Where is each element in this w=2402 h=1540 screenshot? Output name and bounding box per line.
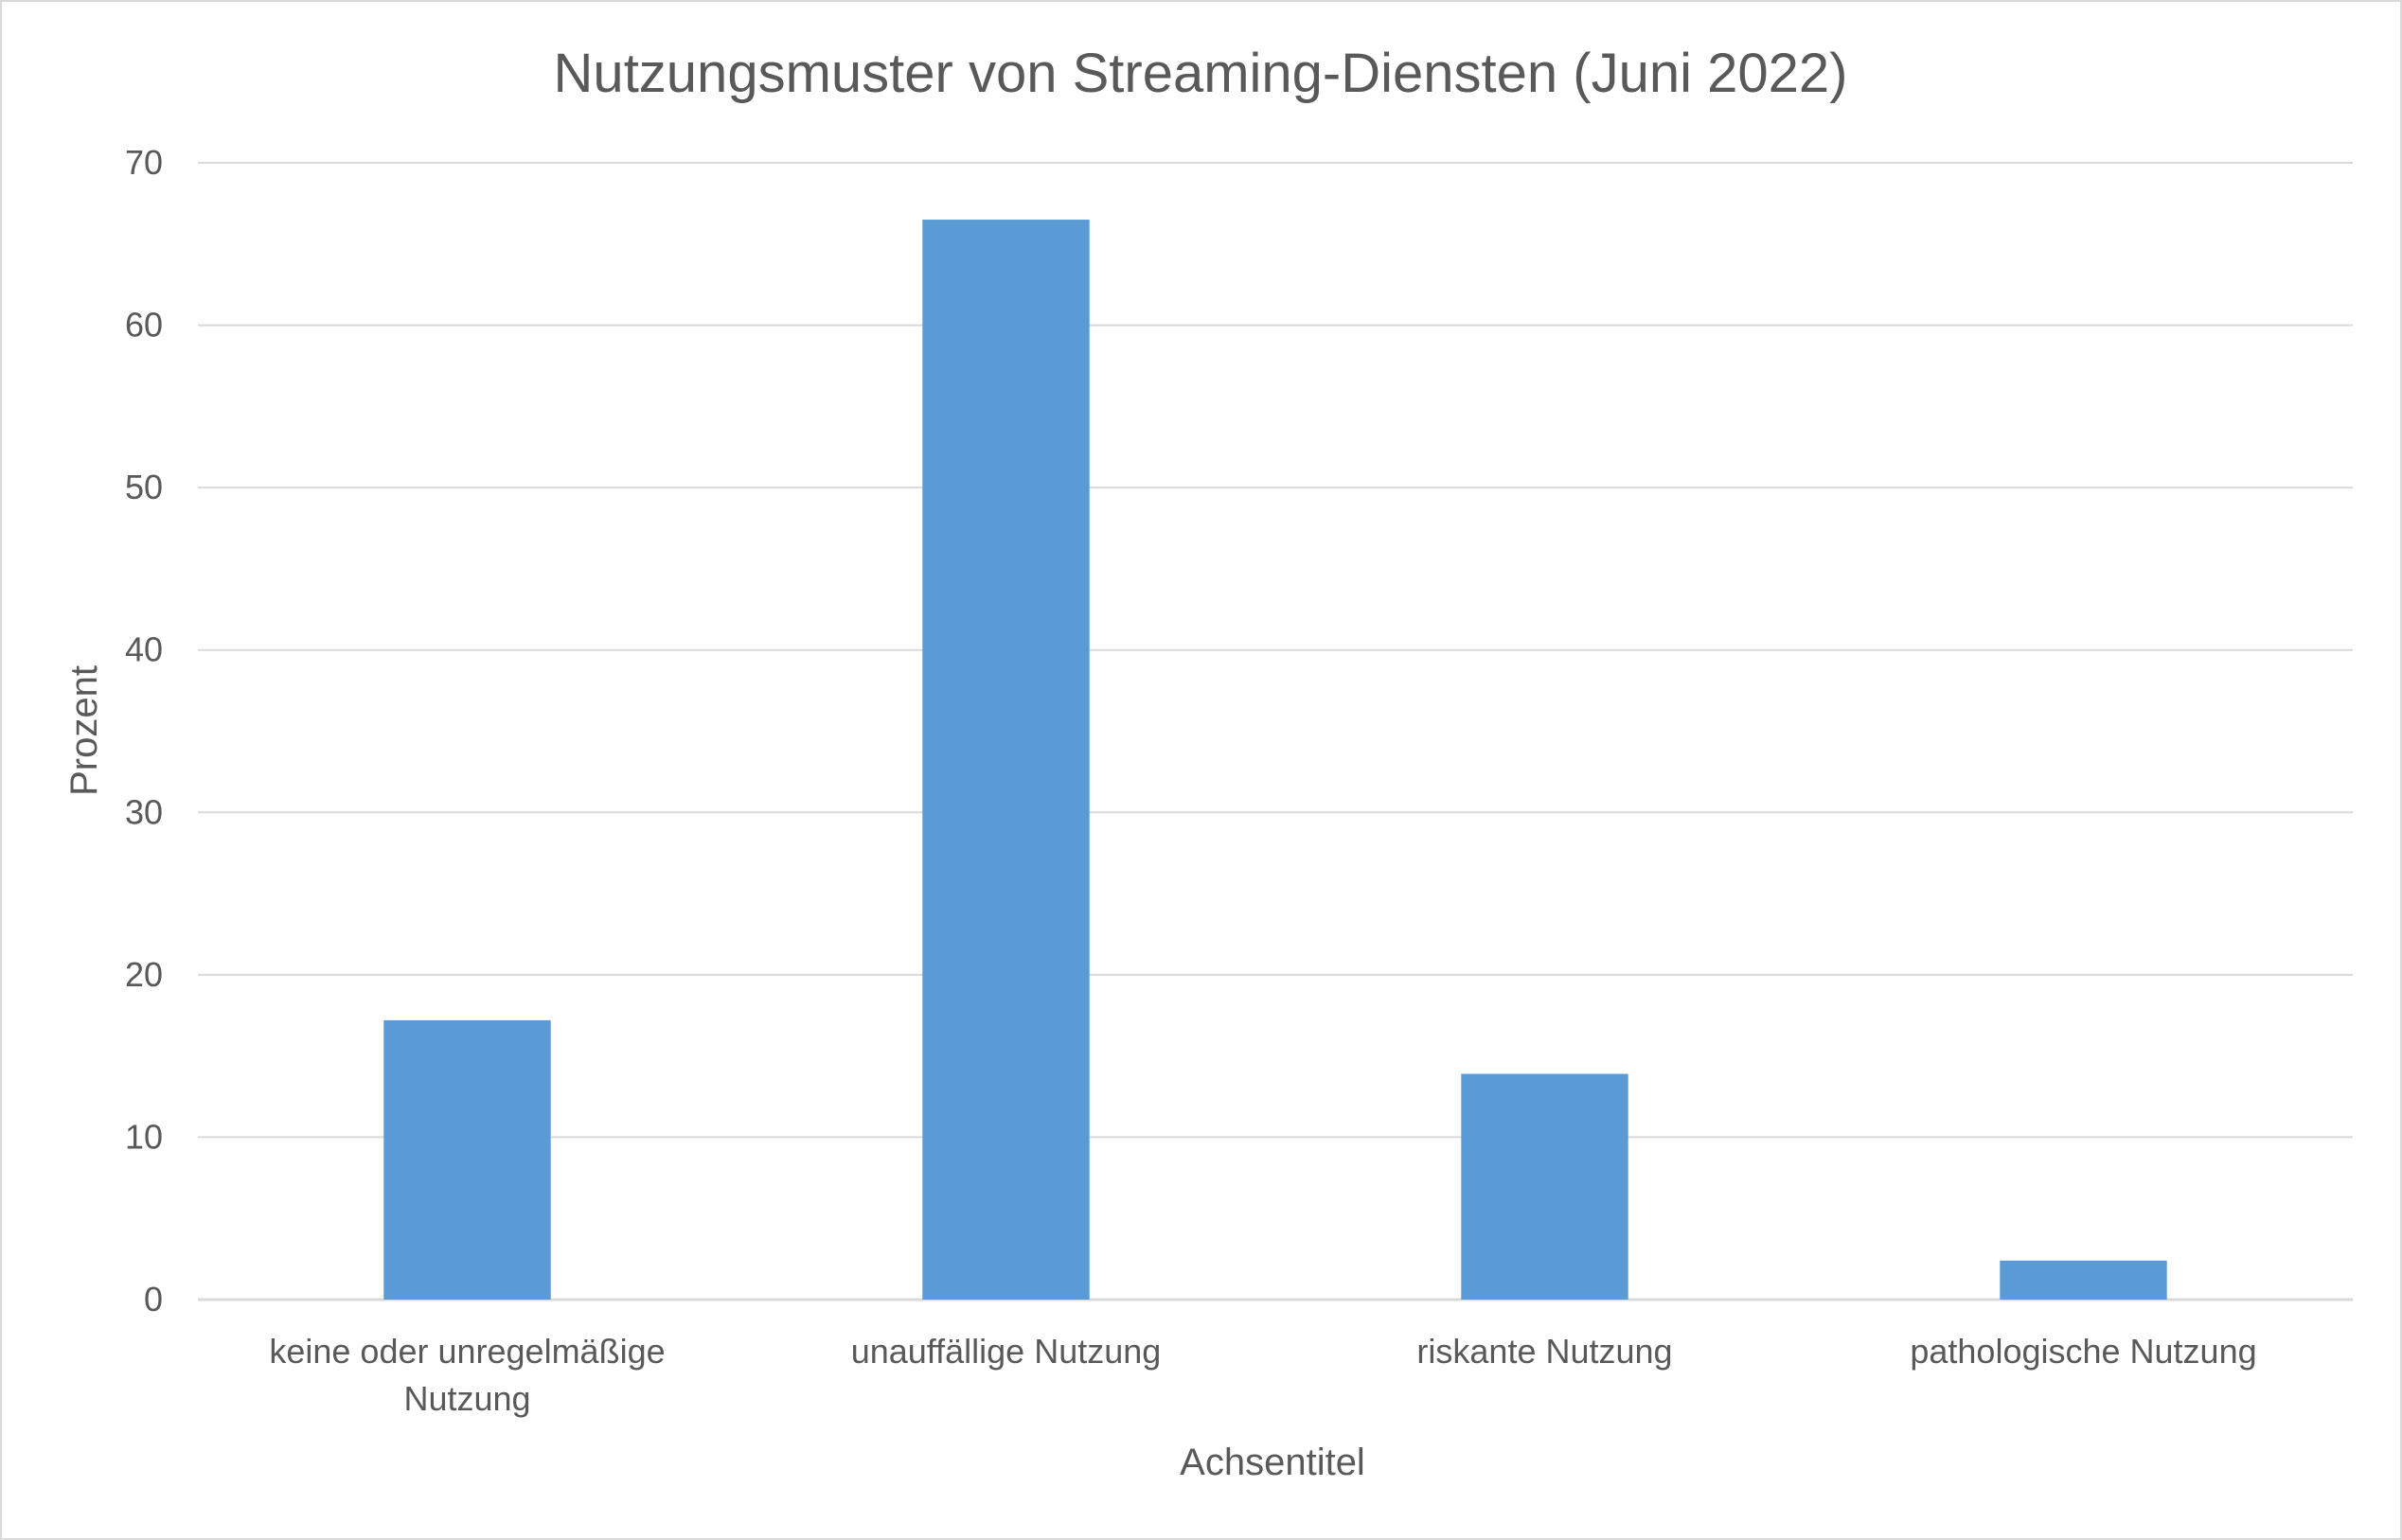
y-tick-label: 20 <box>125 955 163 994</box>
y-tick-labels: 0 10 20 30 40 50 60 70 <box>125 143 163 1319</box>
bar <box>2000 1260 2167 1300</box>
bar-layer <box>383 220 2167 1300</box>
y-tick-label: 10 <box>125 1117 163 1156</box>
bar <box>383 1019 551 1300</box>
chart-title: Nutzungsmuster von Streaming-Diensten (J… <box>554 43 1848 104</box>
x-tick-label: keine oder unregelmäßige <box>269 1332 665 1371</box>
y-axis-title: Prozent <box>63 665 105 796</box>
y-tick-label: 40 <box>125 630 163 669</box>
y-tick-label: 30 <box>125 792 163 831</box>
x-tick-labels: keine oder unregelmäßige Nutzung unauffäll… <box>269 1332 2256 1418</box>
grid-layer <box>198 162 2353 1301</box>
x-tick-label: Nutzung <box>403 1379 530 1418</box>
x-tick-label: pathologische Nutzung <box>1910 1332 2256 1371</box>
y-tick-label: 60 <box>125 306 163 345</box>
x-tick-label: unauffällige Nutzung <box>851 1332 1162 1371</box>
y-tick-label: 50 <box>125 468 163 506</box>
x-tick-label: riskante Nutzung <box>1416 1332 1672 1371</box>
bar <box>1461 1073 1628 1300</box>
x-axis-title: Achsentitel <box>1180 1442 1365 1483</box>
y-tick-label: 70 <box>125 143 163 182</box>
y-tick-label: 0 <box>144 1280 163 1319</box>
bar <box>922 220 1090 1300</box>
